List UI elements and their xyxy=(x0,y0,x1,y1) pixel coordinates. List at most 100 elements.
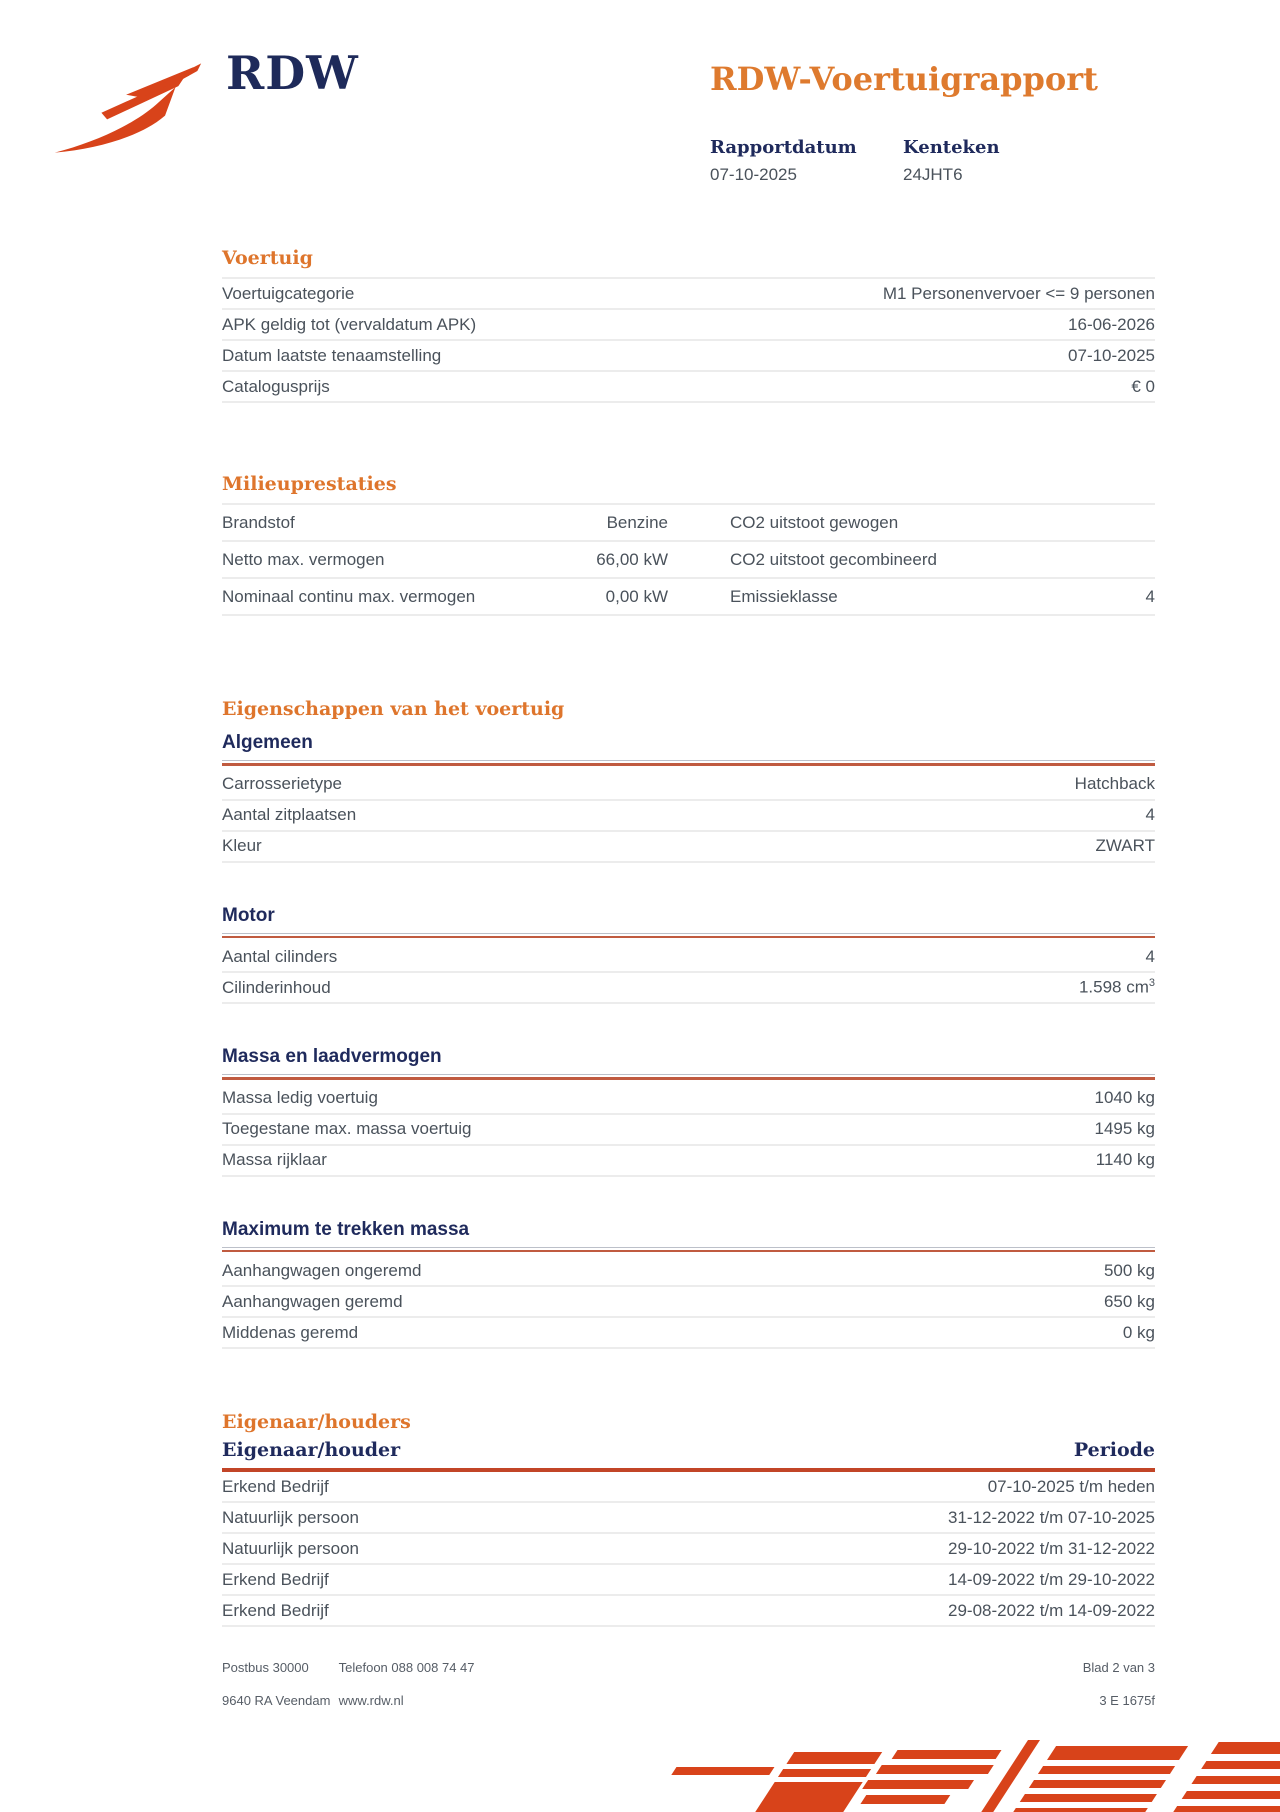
subsection-algemeen: Algemeen Carrosserietype Hatchback Aanta… xyxy=(222,732,1155,863)
table-row: Catalogusprijs € 0 xyxy=(222,372,1155,403)
report-date-value: 07-10-2025 xyxy=(710,165,797,184)
row-value: 1.598 cm3 xyxy=(1079,977,1155,998)
row-label: Voertuigcategorie xyxy=(222,283,355,303)
report-date-label: Rapportdatum xyxy=(710,137,857,158)
row-value: M1 Personenvervoer <= 9 personen xyxy=(882,283,1155,303)
row-value: 4 xyxy=(1145,805,1155,824)
row-value: € 0 xyxy=(1131,376,1155,396)
subsection-header: Maximum te trekken massa xyxy=(222,1219,1155,1252)
owner-type: Erkend Bedrijf xyxy=(222,1476,329,1496)
table-row: Aanhangwagen geremd 650 kg xyxy=(222,1287,1155,1318)
license-plate-label: Kenteken xyxy=(903,137,1000,158)
rdw-footer-stripes-icon xyxy=(671,1740,1280,1812)
row-value: 1495 kg xyxy=(1094,1119,1156,1138)
column-header-owner: Eigenaar/houder xyxy=(222,1439,401,1461)
value-superscript: 3 xyxy=(1148,977,1155,990)
subsection-header: Massa en laadvermogen xyxy=(222,1046,1155,1080)
footer-line: Postbus 30000 Telefoon 088 008 74 47 Bla… xyxy=(222,1660,1155,1675)
massa-table: Massa ledig voertuig 1040 kg Toegestane … xyxy=(222,1084,1155,1177)
row-label: Carrosserietype xyxy=(222,774,342,793)
trekken-table: Aanhangwagen ongeremd 500 kg Aanhangwage… xyxy=(222,1256,1155,1349)
table-row: Aantal zitplaatsen 4 xyxy=(222,801,1155,832)
table-row: Carrosserietype Hatchback xyxy=(222,770,1155,801)
subsection-trekken-massa: Maximum te trekken massa Aanhangwagen on… xyxy=(222,1219,1155,1349)
table-row: Nominaal continu max. vermogen 0,00 kW E… xyxy=(222,579,1155,616)
table-row: Aanhangwagen ongeremd 500 kg xyxy=(222,1256,1155,1287)
row-label: Netto max. vermogen xyxy=(222,549,385,569)
table-row: Datum laatste tenaamstelling 07-10-2025 xyxy=(222,341,1155,372)
row-value: 0 kg xyxy=(1122,1322,1155,1342)
accent-underline xyxy=(222,763,1155,766)
row-label: Toegestane max. massa voertuig xyxy=(222,1119,472,1138)
table-row: Massa ledig voertuig 1040 kg xyxy=(222,1084,1155,1115)
row-label: Aanhangwagen ongeremd xyxy=(222,1260,422,1280)
row-label: Aanhangwagen geremd xyxy=(222,1291,403,1311)
rdw-feather-logo-icon xyxy=(54,63,202,153)
voertuig-table: Voertuigcategorie M1 Personenvervoer <= … xyxy=(222,277,1155,403)
footer-phone: Telefoon 088 008 74 47 xyxy=(338,1660,475,1675)
owner-type: Natuurlijk persoon xyxy=(222,1538,360,1558)
value-base: 1.598 cm xyxy=(1078,977,1149,997)
motor-table: Aantal cilinders 4 Cilinderinhoud 1.598 … xyxy=(222,942,1155,1004)
row-label: Emissieklasse xyxy=(730,586,838,606)
row-label: Massa rijklaar xyxy=(222,1150,327,1169)
table-row: Toegestane max. massa voertuig 1495 kg xyxy=(222,1115,1155,1146)
report-date-block: Rapportdatum 07-10-2025 xyxy=(710,137,857,185)
section-title-eigenaar-houders: Eigenaar/houders xyxy=(222,1411,411,1433)
row-label: Massa ledig voertuig xyxy=(222,1088,378,1107)
section-eigenschappen: Eigenschappen van het voertuig Algemeen … xyxy=(222,698,1155,1349)
subsection-title-massa: Massa en laadvermogen xyxy=(222,1046,1155,1075)
table-row: Natuurlijk persoon 29-10-2022 t/m 31-12-… xyxy=(222,1534,1155,1565)
owner-type: Erkend Bedrijf xyxy=(222,1569,329,1589)
owner-type: Natuurlijk persoon xyxy=(222,1507,360,1527)
table-row: Voertuigcategorie M1 Personenvervoer <= … xyxy=(222,279,1155,310)
subsection-motor: Motor Aantal cilinders 4 Cilinderinhoud … xyxy=(222,905,1155,1004)
row-value: 07-10-2025 xyxy=(1068,345,1155,365)
row-value: 4 xyxy=(1145,946,1155,966)
footer-postbus: Postbus 30000 xyxy=(222,1660,309,1675)
row-value: 66,00 kW xyxy=(596,549,668,569)
row-label: Kleur xyxy=(222,836,262,855)
table-row: Cilinderinhoud 1.598 cm3 xyxy=(222,973,1155,1004)
section-title-eigenschappen: Eigenschappen van het voertuig xyxy=(222,698,565,720)
footer-website: www.rdw.nl xyxy=(338,1693,404,1708)
table-row: Erkend Bedrijf 14-09-2022 t/m 29-10-2022 xyxy=(222,1565,1155,1596)
column-header-period: Periode xyxy=(1073,1439,1155,1461)
row-value: 1040 kg xyxy=(1094,1088,1156,1107)
subsection-header: Motor xyxy=(222,905,1155,938)
row-value: Hatchback xyxy=(1074,774,1155,793)
table-row: Massa rijklaar 1140 kg xyxy=(222,1146,1155,1177)
table-row: Middenas geremd 0 kg xyxy=(222,1318,1155,1349)
footer-form-code: 3 E 1675f xyxy=(1099,1693,1155,1708)
row-label: Catalogusprijs xyxy=(222,376,330,396)
row-value: 500 kg xyxy=(1103,1260,1155,1280)
rdw-logo-text: RDW xyxy=(226,46,359,100)
table-row: Netto max. vermogen 66,00 kW CO2 uitstoo… xyxy=(222,542,1155,579)
row-value: 16-06-2026 xyxy=(1068,314,1155,334)
row-label: Middenas geremd xyxy=(222,1322,359,1342)
row-label: Cilinderinhoud xyxy=(222,977,331,997)
accent-underline xyxy=(222,1249,1155,1252)
subsection-title-algemeen: Algemeen xyxy=(222,732,1155,761)
page-title: RDW-Voertuigrapport xyxy=(710,60,1098,98)
row-label: CO2 uitstoot gewogen xyxy=(730,512,899,532)
owner-type: Erkend Bedrijf xyxy=(222,1600,329,1620)
table-row: Kleur ZWART xyxy=(222,832,1155,863)
row-value: ZWART xyxy=(1095,836,1156,855)
subsection-title-trekken-massa: Maximum te trekken massa xyxy=(222,1219,1155,1248)
accent-underline xyxy=(222,1077,1155,1080)
owner-period: 07-10-2025 t/m heden xyxy=(987,1476,1155,1496)
section-title-milieuprestaties: Milieuprestaties xyxy=(222,473,397,495)
owner-period: 14-09-2022 t/m 29-10-2022 xyxy=(948,1569,1155,1589)
row-label: CO2 uitstoot gecombineerd xyxy=(730,549,937,569)
table-row: Erkend Bedrijf 07-10-2025 t/m heden xyxy=(222,1472,1155,1503)
row-label: Aantal cilinders xyxy=(222,946,338,966)
row-value: 650 kg xyxy=(1103,1291,1155,1311)
row-value: 4 xyxy=(1145,586,1155,606)
footer-page-indicator: Blad 2 van 3 xyxy=(1082,1660,1155,1675)
owners-table: Erkend Bedrijf 07-10-2025 t/m heden Natu… xyxy=(222,1472,1155,1627)
section-milieuprestaties: Milieuprestaties Brandstof Benzine CO2 u… xyxy=(222,473,1155,616)
row-label: Datum laatste tenaamstelling xyxy=(222,345,442,365)
row-value: Benzine xyxy=(606,512,668,532)
footer-city: 9640 RA Veendam xyxy=(222,1693,331,1708)
